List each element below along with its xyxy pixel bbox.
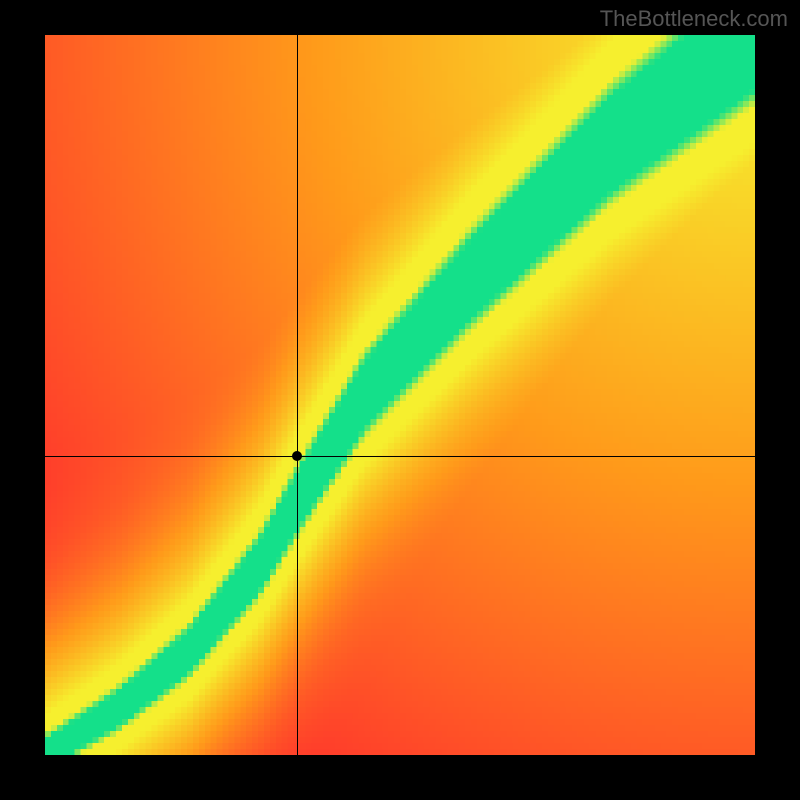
heatmap-canvas bbox=[45, 35, 755, 755]
crosshair-vertical bbox=[297, 35, 298, 755]
crosshair-horizontal bbox=[45, 456, 755, 457]
crosshair-marker-dot bbox=[292, 451, 302, 461]
heatmap-plot bbox=[45, 35, 755, 755]
watermark-text: TheBottleneck.com bbox=[600, 6, 788, 32]
